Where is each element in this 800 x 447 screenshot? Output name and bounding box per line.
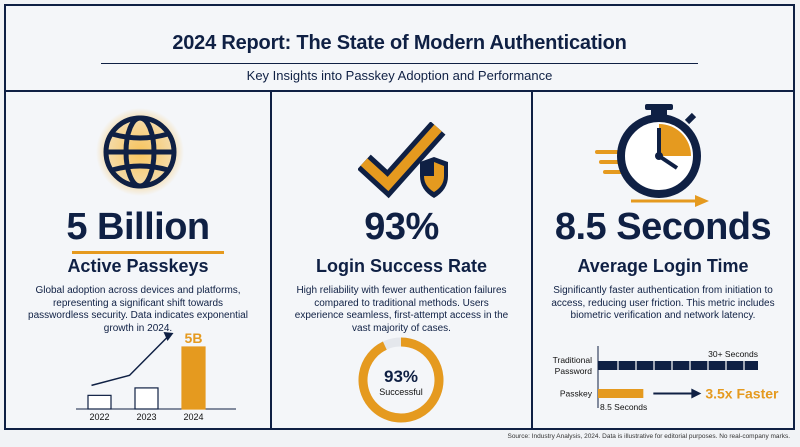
bar — [87, 394, 112, 410]
bar — [181, 346, 206, 410]
value-label: 8.5 Seconds — [600, 402, 647, 412]
globe-icon — [94, 106, 186, 203]
donut-slice-success — [358, 337, 444, 423]
stat-label: Active Passkeys — [67, 256, 209, 276]
x-tick-label: 2023 — [136, 412, 156, 422]
donut-center-label: Successful — [379, 387, 423, 397]
infographic-frame: 2024 Report: The State of Modern Authent… — [4, 4, 795, 430]
page-title: 2024 Report: The State of Modern Authent… — [172, 32, 627, 54]
callout-arrowhead — [691, 388, 702, 399]
success-donut-chart: 93%Successful — [358, 337, 444, 423]
header: 2024 Report: The State of Modern Authent… — [6, 6, 793, 92]
x-tick-label: 2022 — [89, 412, 109, 422]
category-label: Passkey — [560, 389, 593, 399]
stat-value: 8.5 Seconds — [554, 206, 772, 248]
category-label: Password — [555, 366, 593, 376]
stat-value: 93% — [364, 206, 439, 248]
stopwatch-icon — [595, 100, 715, 205]
arrow-icon — [631, 195, 709, 207]
checkmark-shield-icon — [357, 121, 448, 205]
stat-value: 5 Billion — [66, 206, 210, 248]
bar-passkey — [598, 389, 644, 398]
stat-description: Significantly faster authentication from… — [551, 285, 775, 321]
column-divider — [270, 92, 272, 428]
panel-login-time: 8.5 Seconds Average Login Time Significa… — [533, 92, 793, 428]
bar-traditional-password — [598, 361, 758, 370]
trend-line — [91, 336, 169, 387]
bar — [134, 387, 159, 410]
panel-active-passkeys: 5 Billion Active Passkeys Global adoptio… — [6, 92, 270, 428]
stat-underline — [72, 251, 224, 254]
stat-label: Login Success Rate — [315, 256, 488, 276]
category-label: Traditional — [553, 355, 592, 365]
growth-bar-chart: 2022 2023 2024 5B — [76, 332, 236, 422]
title-rule — [101, 63, 698, 64]
source-note: Source: Industry Analysis, 2024. Data is… — [507, 433, 790, 440]
value-label: 30+ Seconds — [708, 349, 758, 359]
x-tick-label: 2024 — [183, 412, 203, 422]
stat-description: Global adoption across devices and platf… — [28, 285, 248, 334]
donut-center-value: 93% — [384, 367, 418, 386]
page-subtitle: Key Insights into Passkey Adoption and P… — [246, 68, 553, 83]
trend-arrowhead — [163, 332, 174, 341]
callout-label: 3.5x Faster — [705, 386, 779, 402]
panel-login-success: 93% Login Success Rate High reliability … — [272, 92, 531, 428]
column-divider — [531, 92, 533, 428]
data-label: 5B — [185, 332, 203, 346]
stat-label: Average Login Time — [577, 256, 749, 276]
stat-description: High reliability with fewer authenticati… — [294, 285, 509, 334]
